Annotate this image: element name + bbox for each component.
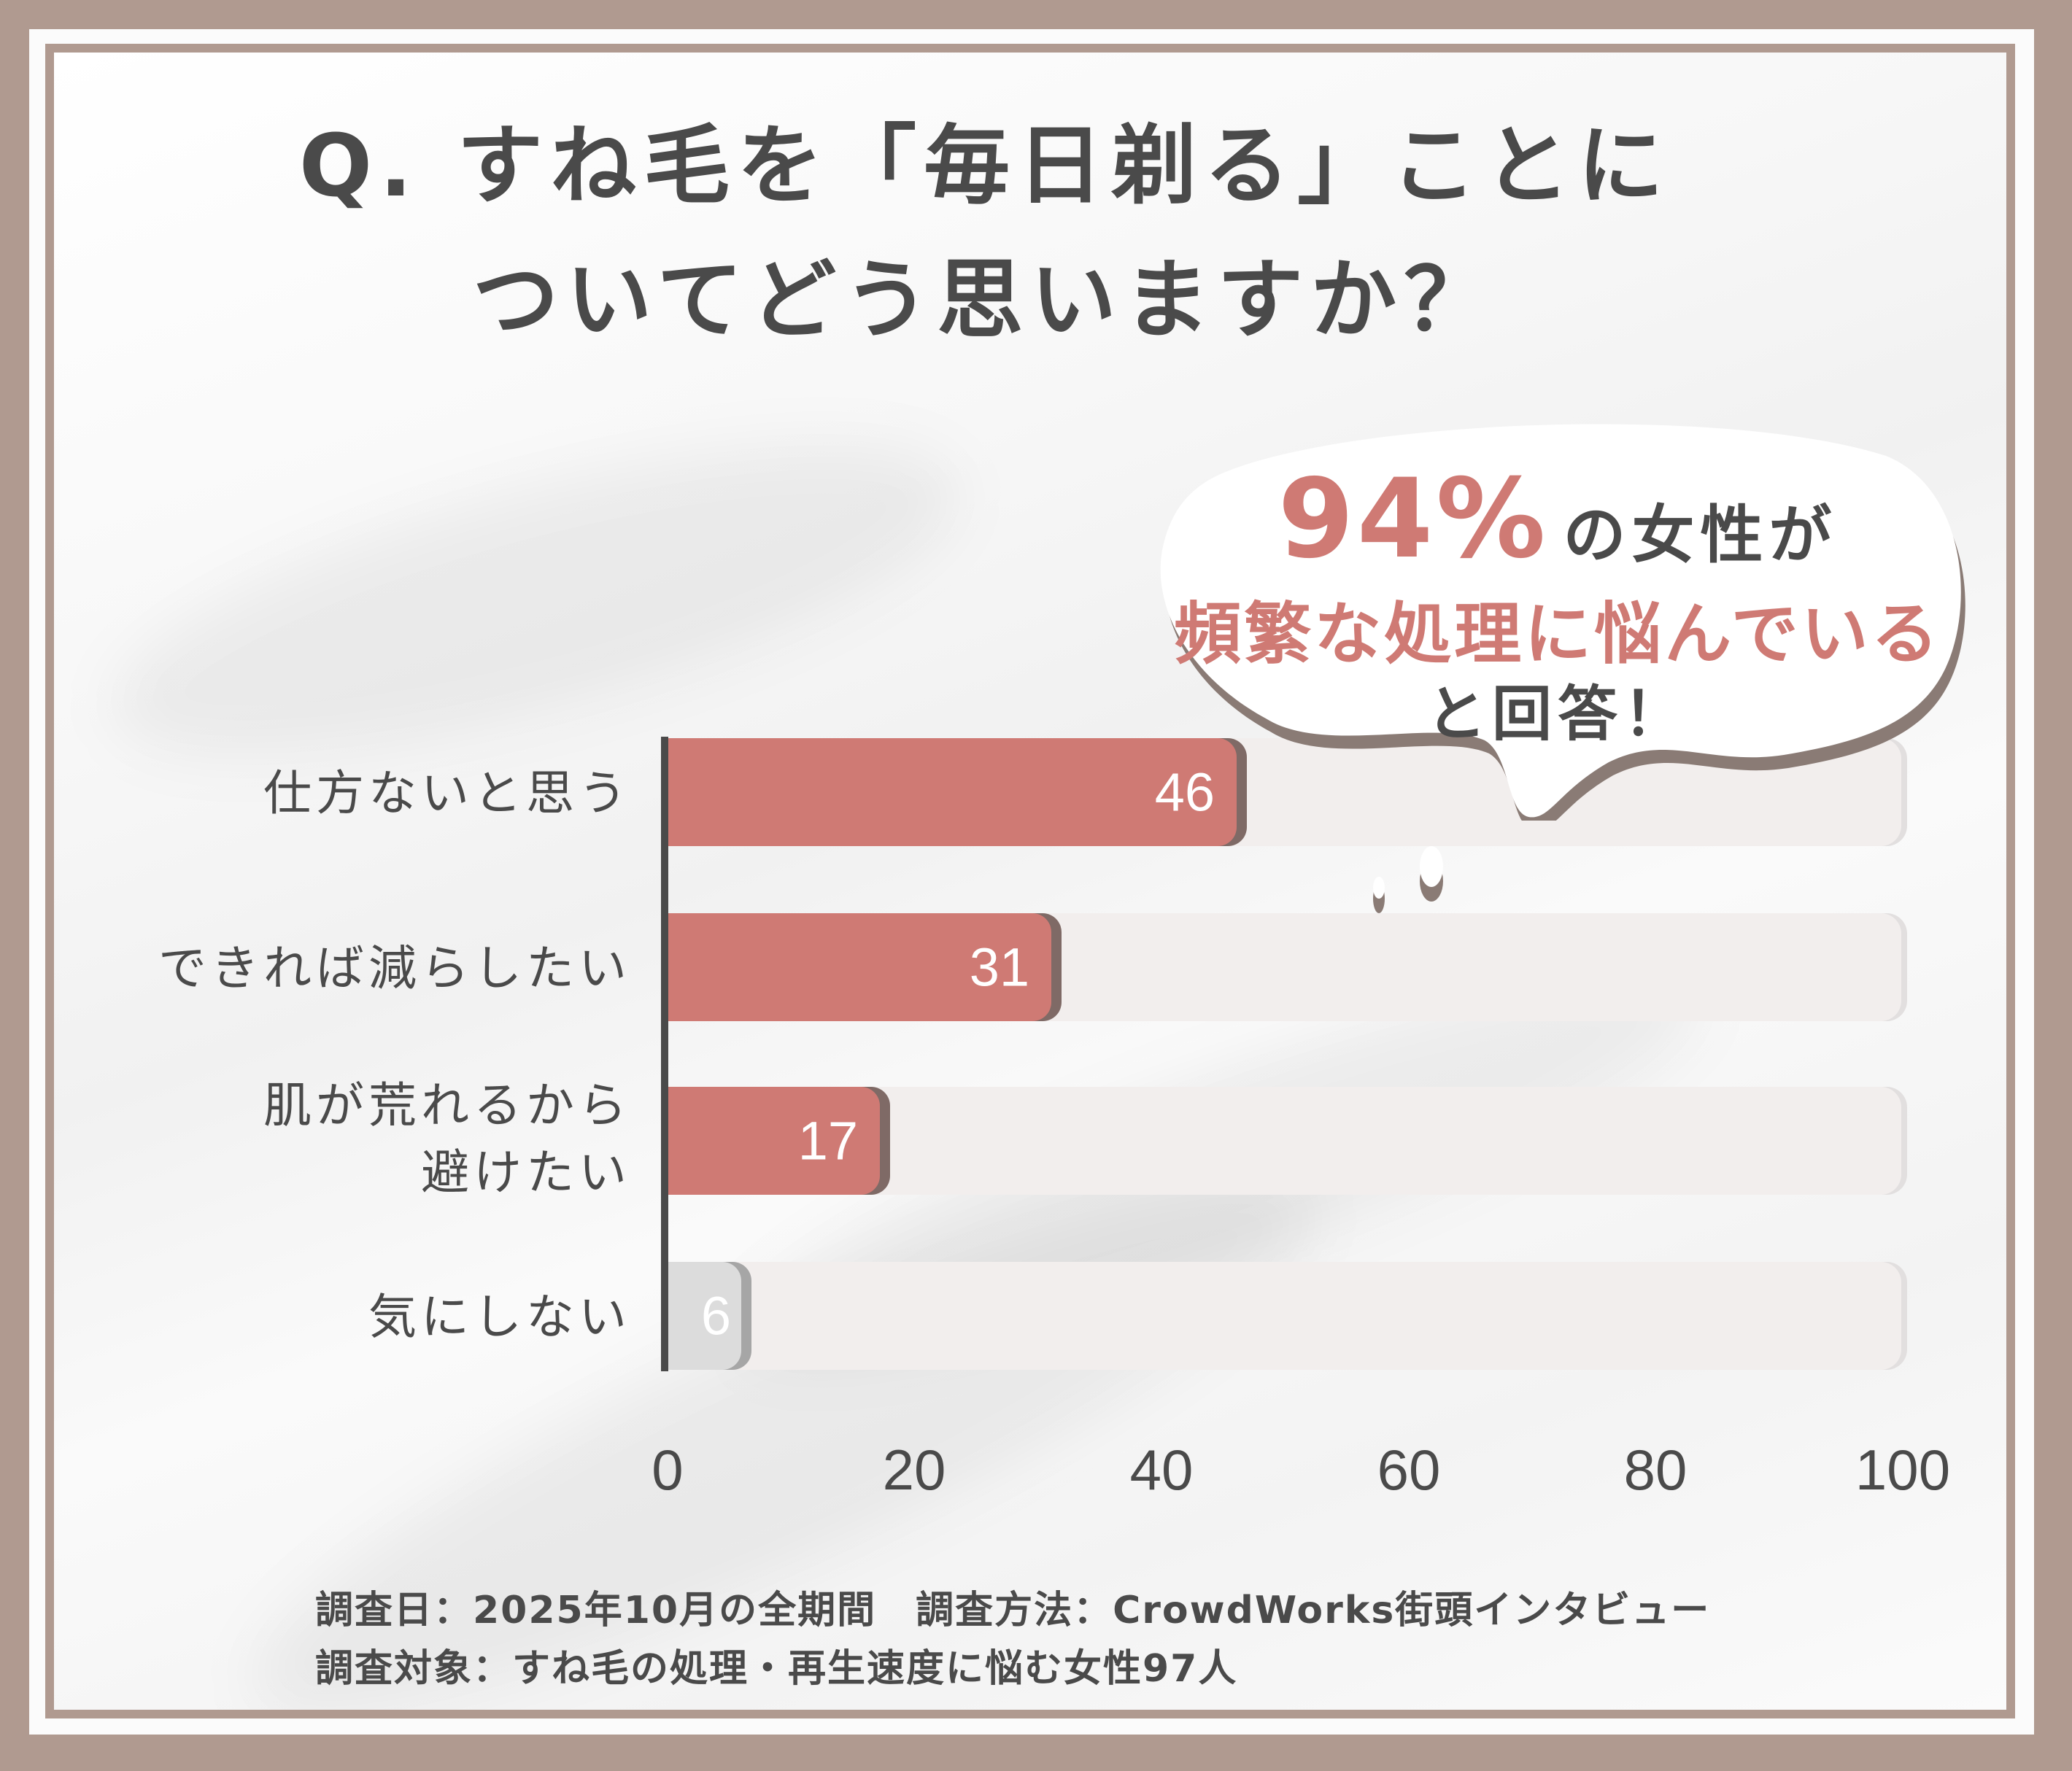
category-label: 仕方ないと思う <box>263 765 631 821</box>
inner-frame-line <box>45 44 2015 1718</box>
x-tick-label: 60 <box>1377 1438 1441 1502</box>
x-tick-label: 80 <box>1623 1438 1688 1502</box>
speech-bubble-shape <box>1160 424 1965 821</box>
callout-headline: 94% の女性が <box>1142 456 1974 583</box>
category-label: 肌が荒れるから 避けたい <box>263 1072 631 1207</box>
x-tick-label: 100 <box>1855 1438 1951 1502</box>
bar-row: 仕方ないと思う 46 <box>0 738 2072 848</box>
x-tick-label: 20 <box>882 1438 946 1502</box>
callout-tail: と回答！ <box>1426 680 1689 749</box>
bar-value-label: 6 <box>700 1285 731 1346</box>
category-label: 気にしない <box>368 1289 631 1345</box>
chart-title-line1: Q. すね毛を「毎日剃る」ことに <box>298 115 1671 216</box>
callout-highlight: 頻繁な処理に悩んでいる <box>1174 595 1941 673</box>
bar-row: 肌が荒れるから 避けたい 17 <box>0 1077 2072 1201</box>
chart-panel <box>54 53 2006 1710</box>
category-label: できれば減らしたい <box>158 940 631 996</box>
bar-fill: 31 <box>668 913 1051 1021</box>
bar-fill: 17 <box>668 1087 880 1195</box>
bar-value-label: 46 <box>1154 762 1215 823</box>
x-tick-label: 0 <box>652 1438 684 1502</box>
x-tick-label: 40 <box>1129 1438 1194 1502</box>
bar-row: できれば減らしたい 31 <box>0 913 2072 1023</box>
callout-suffix: の女性が <box>1563 499 1838 572</box>
bubble-dot <box>1373 877 1385 899</box>
callout-percent: 94% <box>1277 456 1549 583</box>
chart-title-line2: ついてどう思いますか？ <box>472 249 1498 350</box>
bar-fill: 46 <box>668 738 1237 846</box>
bubble-dot <box>1420 846 1443 887</box>
callout-bubble <box>1142 412 1981 821</box>
bar-value-label: 31 <box>969 937 1029 998</box>
y-axis-line <box>661 737 668 1371</box>
bar-row: 気にしない 6 <box>0 1262 2072 1371</box>
bar-fill: 6 <box>668 1262 741 1370</box>
category-label-line: 避けたい <box>421 1144 631 1201</box>
bar-value-label: 17 <box>797 1110 858 1171</box>
survey-info-line1: 調査日：2025年10月の全期間 調査方法：CrowdWorks街頭インタビュー <box>315 1589 1711 1632</box>
survey-info-line2: 調査対象：すね毛の処理・再生速度に悩む女性97人 <box>315 1647 1238 1691</box>
category-label-line: 肌が荒れるから <box>263 1077 631 1133</box>
bar-track <box>668 1262 1901 1370</box>
